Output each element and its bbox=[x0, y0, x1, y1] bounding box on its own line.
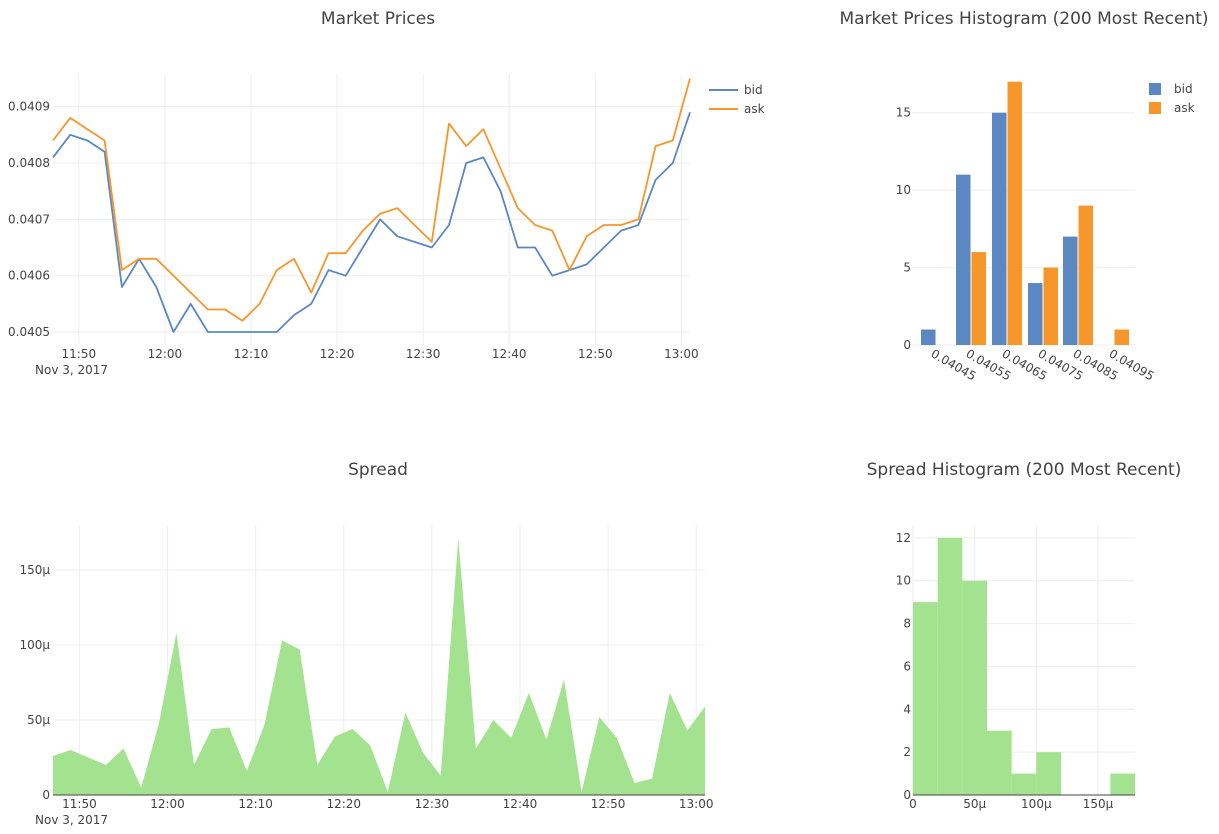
prices-histogram-y-tick: 10 bbox=[896, 183, 911, 197]
spread-histogram-title: Spread Histogram (200 Most Recent) bbox=[867, 460, 1182, 480]
spread-histogram-bar bbox=[1110, 773, 1135, 795]
market-prices-x-tick: 12:00 bbox=[148, 347, 183, 361]
market-prices-y-tick: 0.0406 bbox=[8, 269, 50, 283]
prices-histogram-bar-bid bbox=[992, 112, 1007, 345]
spread-histogram-y-tick: 4 bbox=[903, 702, 911, 716]
prices-histogram-bar-bid bbox=[1028, 283, 1043, 345]
market-prices-x-tick: 13:00 bbox=[664, 347, 699, 361]
prices-histogram-bar-bid bbox=[921, 329, 936, 345]
spread-histogram-y-tick: 8 bbox=[903, 617, 911, 631]
spread-x-tick: 12:40 bbox=[503, 797, 538, 811]
prices-histogram-legend-bid-label: bid bbox=[1174, 82, 1193, 96]
spread-y-tick: 0 bbox=[42, 788, 50, 802]
market-prices-x-tick: 12:20 bbox=[320, 347, 355, 361]
spread-x-tick: 12:00 bbox=[150, 797, 185, 811]
market-prices-x-tick: 12:40 bbox=[492, 347, 527, 361]
market-prices-x-tick: 12:10 bbox=[234, 347, 269, 361]
market-prices-title: Market Prices bbox=[321, 9, 435, 29]
market-prices-y-tick: 0.0408 bbox=[8, 156, 50, 170]
spread-y-tick: 150μ bbox=[19, 563, 50, 577]
prices-histogram-legend-bid-swatch bbox=[1149, 83, 1161, 95]
spread-histogram-y-tick: 2 bbox=[903, 745, 911, 759]
prices-histogram-bar-bid bbox=[956, 174, 971, 345]
spread-histogram-bar bbox=[913, 602, 938, 795]
market-prices-y-tick: 0.0405 bbox=[8, 325, 50, 339]
spread-histogram-x-tick: 150μ bbox=[1083, 797, 1114, 811]
prices-histogram-y-tick: 5 bbox=[903, 261, 911, 275]
spread-y-tick: 50μ bbox=[27, 713, 50, 727]
spread-y-tick: 100μ bbox=[19, 638, 50, 652]
spread-histogram-y-tick: 10 bbox=[896, 574, 911, 588]
spread-histogram-x-tick: 100μ bbox=[1021, 797, 1052, 811]
prices-histogram-legend-ask-swatch bbox=[1149, 102, 1161, 114]
spread-date-label: Nov 3, 2017 bbox=[35, 813, 108, 827]
spread-x-tick: 13:00 bbox=[679, 797, 714, 811]
spread-histogram-y-tick: 6 bbox=[903, 659, 911, 673]
prices-histogram-bar-ask bbox=[1007, 81, 1022, 345]
market-prices-x-tick: 12:50 bbox=[578, 347, 613, 361]
spread-x-tick: 11:50 bbox=[62, 797, 97, 811]
spread-x-tick: 12:10 bbox=[238, 797, 273, 811]
spread-histogram-y-tick: 12 bbox=[896, 531, 911, 545]
prices-histogram-bar-ask bbox=[1114, 329, 1129, 345]
spread-title: Spread bbox=[348, 460, 408, 480]
market-prices-date-label: Nov 3, 2017 bbox=[35, 363, 108, 377]
spread-histogram-x-tick: 0 bbox=[909, 797, 917, 811]
spread-histogram-bar bbox=[1011, 773, 1037, 795]
spread-histogram-bar bbox=[1036, 752, 1061, 795]
prices-histogram-title: Market Prices Histogram (200 Most Recent… bbox=[839, 9, 1208, 29]
prices-histogram-bar-ask bbox=[971, 252, 986, 345]
spread-histogram-bar bbox=[987, 730, 1012, 795]
market-prices-y-tick: 0.0407 bbox=[8, 212, 50, 226]
prices-histogram-bar-bid bbox=[1063, 236, 1078, 345]
spread-histogram-x-tick: 50μ bbox=[963, 797, 986, 811]
spread-histogram-y-tick: 0 bbox=[903, 788, 911, 802]
prices-histogram-legend-ask-label: ask bbox=[1174, 101, 1195, 115]
market-prices-x-tick: 12:30 bbox=[406, 347, 441, 361]
market-prices-series-ask-line bbox=[52, 78, 691, 322]
market-prices-x-tick: 11:50 bbox=[62, 347, 97, 361]
market-prices-legend-bid-label: bid bbox=[744, 83, 763, 97]
market-prices-series-bid-line bbox=[52, 112, 691, 333]
spread-x-tick: 12:20 bbox=[326, 797, 361, 811]
market-prices-y-tick: 0.0409 bbox=[8, 100, 50, 114]
spread-histogram-bar bbox=[962, 580, 987, 795]
spread-x-tick: 12:30 bbox=[415, 797, 450, 811]
prices-histogram-bar-ask bbox=[1043, 267, 1058, 345]
spread-x-tick: 12:50 bbox=[591, 797, 626, 811]
market-prices-legend-ask-label: ask bbox=[744, 102, 765, 116]
prices-histogram-y-tick: 15 bbox=[896, 106, 911, 120]
spread-area bbox=[53, 538, 705, 795]
spread-histogram-bar bbox=[937, 537, 963, 795]
prices-histogram-bar-ask bbox=[1078, 205, 1093, 345]
prices-histogram-y-tick: 0 bbox=[903, 338, 911, 352]
